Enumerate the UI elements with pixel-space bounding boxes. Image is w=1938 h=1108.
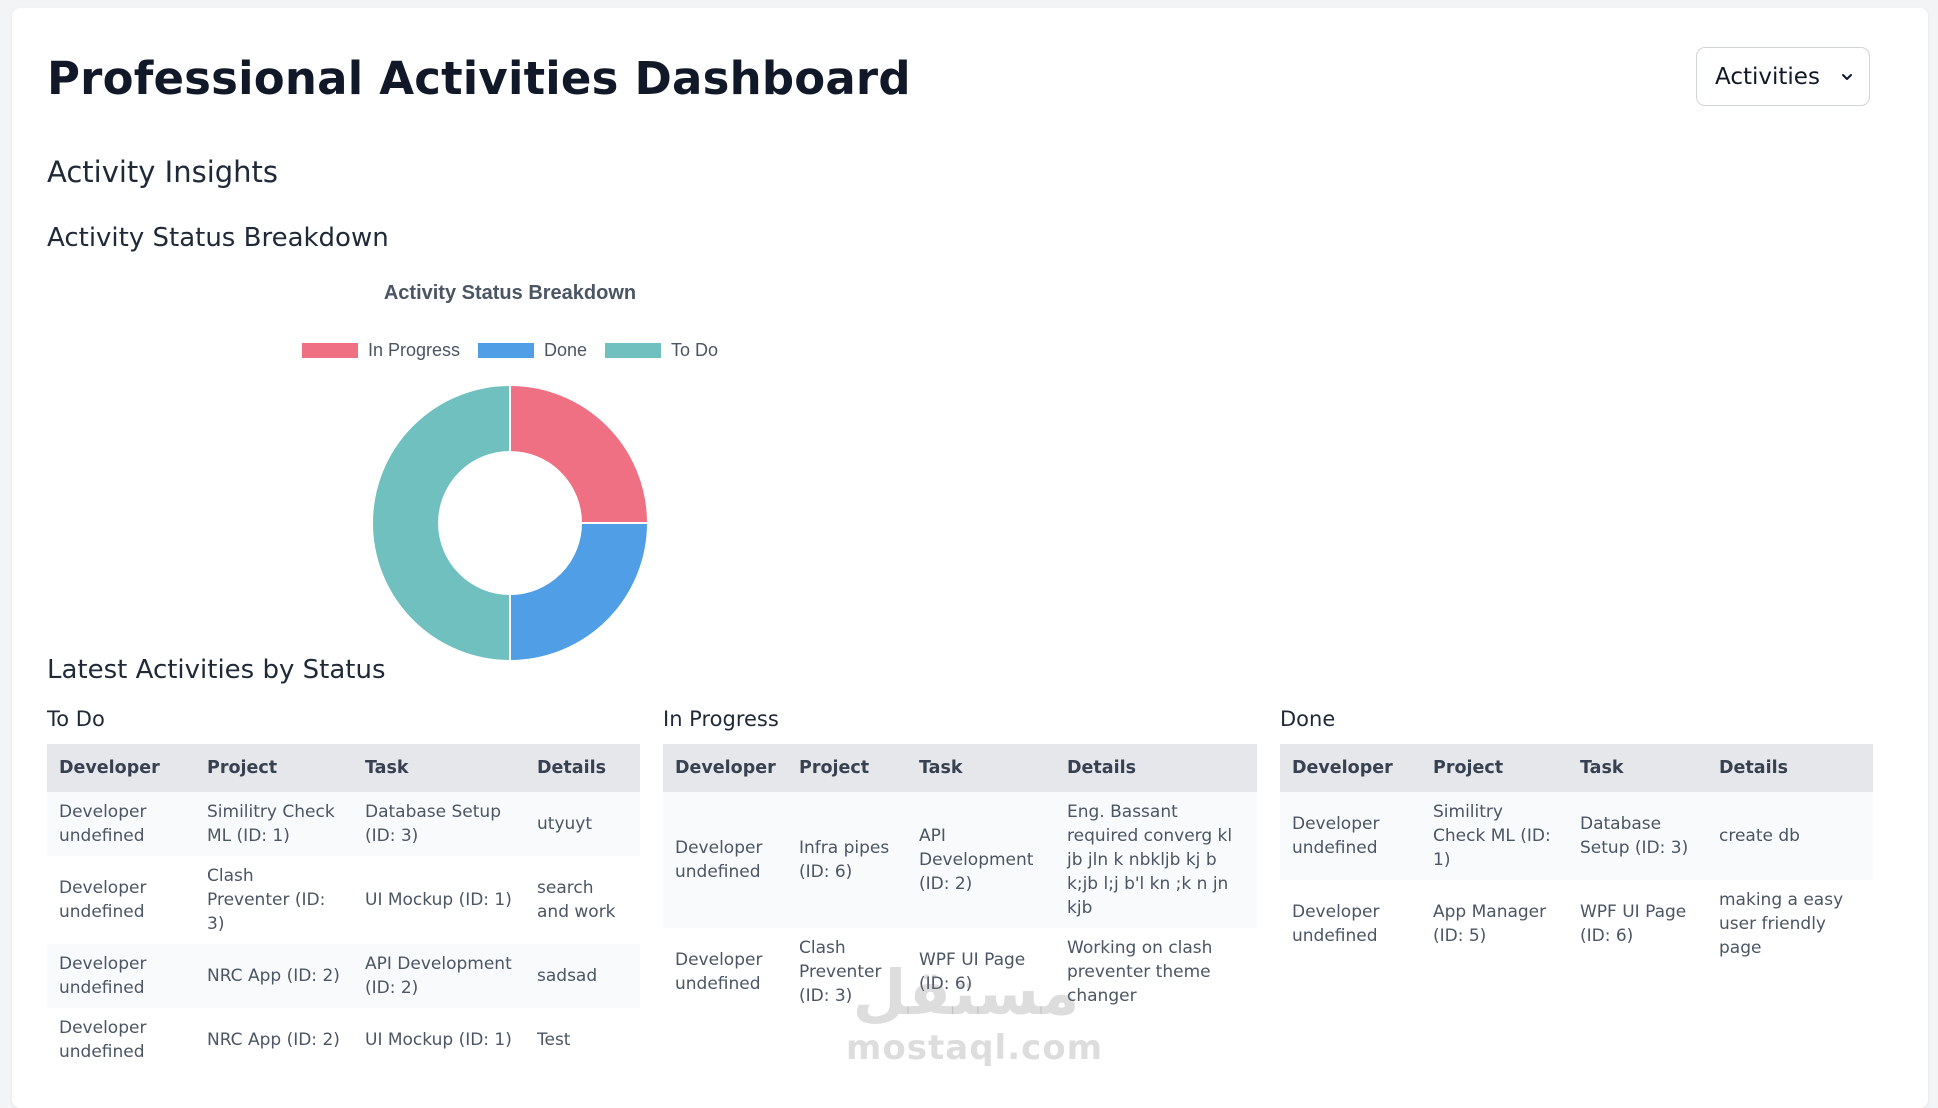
cell-details: making a easy user friendly page [1719, 890, 1844, 958]
chart-section-heading: Activity Status Breakdown [47, 223, 389, 253]
cell-details: search and work [537, 878, 616, 922]
legend-item[interactable]: In Progress [301, 340, 460, 361]
column-header-task: Task [353, 744, 525, 792]
legend-swatch [301, 343, 358, 358]
cell-developer: Developer undefined [59, 878, 147, 922]
insights-heading: Activity Insights [47, 155, 279, 189]
done-table: Developer Project Task Details Developer un… [1280, 744, 1873, 968]
donut-slice-in-progress[interactable] [509, 383, 650, 524]
cell-project: Similitry Check ML (ID: 1) [1421, 792, 1568, 880]
view-select[interactable]: Activities [1696, 47, 1870, 106]
chart-legend: In Progress Done To Do [270, 340, 750, 361]
cell-developer: Developer undefined [1292, 902, 1380, 946]
legend-swatch [477, 343, 534, 358]
column-header-developer: Developer [47, 744, 195, 792]
column-header-details: Details [1055, 744, 1257, 792]
status-chart: Activity Status Breakdown In Progress Don… [270, 270, 750, 663]
table-row: Developer undefined Similitry Check ML (I… [47, 792, 640, 856]
view-select-value: Activities [1715, 63, 1820, 90]
chevron-down-icon [1842, 73, 1852, 80]
legend-label: To Do [671, 340, 719, 360]
column-header-task: Task [907, 744, 1055, 792]
cell-developer: Developer undefined [59, 1018, 147, 1062]
cell-developer: Developer undefined [663, 792, 787, 928]
cell-task: UI Mockup (ID: 1) [365, 1030, 512, 1050]
cell-task: UI Mockup (ID: 1) [365, 890, 512, 910]
table-row: Developer undefined NRC App (ID: 2) UI Moc… [47, 1008, 640, 1072]
column-header-developer: Developer [1280, 744, 1421, 792]
table-row: Developer undefined Similitry Check ML (I… [1280, 792, 1873, 880]
latest-heading: Latest Activities by Status [47, 655, 386, 685]
todo-table: Developer Project Task Details Developer un… [47, 744, 640, 1072]
cell-developer: Developer undefined [47, 944, 195, 1008]
cell-details: Eng. Bassant required converg kl jb jln … [1055, 792, 1257, 928]
in-progress-title: In Progress [663, 707, 779, 731]
column-header-project: Project [195, 744, 353, 792]
page-title: Professional Activities Dashboard [47, 52, 911, 105]
cell-developer: Developer undefined [1280, 792, 1421, 880]
cell-project: NRC App (ID: 2) [207, 1030, 340, 1050]
column-header-project: Project [1421, 744, 1568, 792]
column-header-project: Project [787, 744, 907, 792]
legend-label: Done [543, 340, 588, 360]
table-row: Developer undefined Clash Preventer (ID: … [663, 928, 1257, 1016]
cell-details: create db [1707, 792, 1873, 880]
in-progress-table: Developer Project Task Details Developer un… [663, 744, 1257, 1016]
cell-project: Similitry Check ML (ID: 1) [195, 792, 353, 856]
column-header-developer: Developer [663, 744, 787, 792]
cell-details: sadsad [525, 944, 640, 1008]
cell-project: App Manager (ID: 5) [1433, 902, 1547, 946]
donut-slice-to-do[interactable] [371, 383, 511, 663]
cell-task: WPF UI Page (ID: 6) [1580, 902, 1687, 946]
cell-project: Clash Preventer (ID: 3) [799, 938, 882, 1006]
cell-project: NRC App (ID: 2) [195, 944, 353, 1008]
donut-chart [371, 383, 650, 663]
table-header-row: Developer Project Task Details [663, 744, 1257, 792]
table-row: Developer undefined Clash Preventer (ID: … [47, 856, 640, 944]
watermark-arabic: مستقل [852, 956, 1080, 1029]
cell-task: WPF UI Page (ID: 6) [919, 950, 1026, 994]
legend-item[interactable]: Done [477, 340, 588, 361]
cell-task: API Development (ID: 2) [353, 944, 525, 1008]
todo-title: To Do [47, 707, 105, 731]
cell-task: Database Setup (ID: 3) [353, 792, 525, 856]
column-header-details: Details [1707, 744, 1873, 792]
watermark: مستقل mostaql.com [846, 956, 1104, 1069]
column-header-task: Task [1568, 744, 1707, 792]
cell-task: API Development (ID: 2) [907, 792, 1055, 928]
cell-details: Test [537, 1030, 571, 1050]
legend-item[interactable]: To Do [605, 340, 718, 361]
table-header-row: Developer Project Task Details [1280, 744, 1873, 792]
cell-project: Clash Preventer (ID: 3) [207, 866, 326, 934]
done-title: Done [1280, 707, 1336, 731]
cell-developer: Developer undefined [47, 792, 195, 856]
cell-developer: Developer undefined [675, 950, 763, 994]
chart-title: Activity Status Breakdown [383, 282, 637, 304]
cell-details: utyuyt [525, 792, 640, 856]
cell-details: Working on clash preventer theme changer [1067, 938, 1213, 1006]
cell-project: Infra pipes (ID: 6) [787, 792, 907, 928]
watermark-latin: mostaql.com [846, 1028, 1104, 1068]
donut-slice-done[interactable] [509, 522, 650, 663]
legend-label: In Progress [367, 340, 460, 360]
legend-swatch [605, 343, 662, 358]
column-header-details: Details [525, 744, 640, 792]
table-header-row: Developer Project Task Details [47, 744, 640, 792]
table-row: Developer undefined NRC App (ID: 2) API De… [47, 944, 640, 1008]
table-row: Developer undefined Infra pipes (ID: 6) AP… [663, 792, 1257, 928]
cell-task: Database Setup (ID: 3) [1568, 792, 1707, 880]
table-row: Developer undefined App Manager (ID: 5) WP… [1280, 880, 1873, 968]
